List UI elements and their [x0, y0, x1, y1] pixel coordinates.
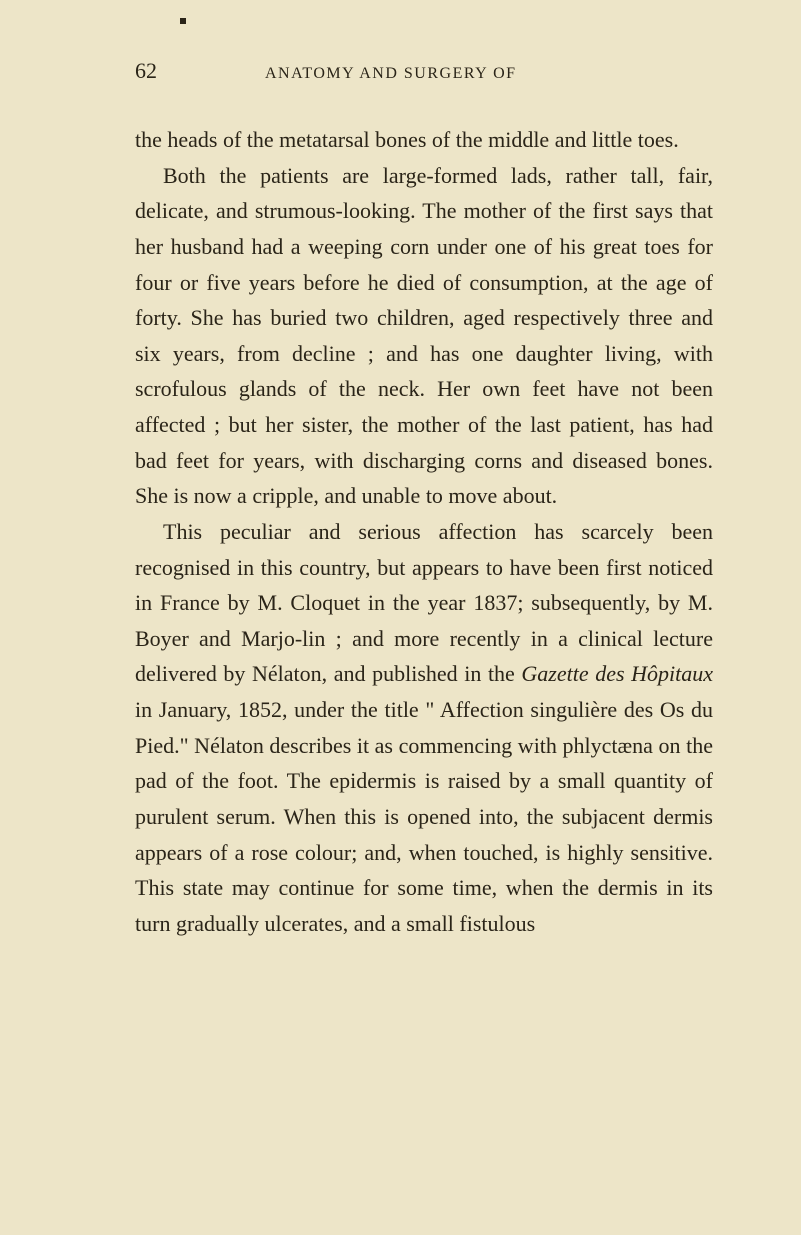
- body-text: the heads of the metatarsal bones of the…: [135, 122, 713, 941]
- running-title: ANATOMY AND SURGERY OF: [265, 65, 517, 83]
- paragraph-2: Both the patients are large-formed lads,…: [135, 158, 713, 514]
- p3-italic-1: Gazette des Hôpitaux: [521, 661, 713, 686]
- paragraph-1: the heads of the metatarsal bones of the…: [135, 122, 713, 158]
- paragraph-3: This peculiar and serious affection has …: [135, 514, 713, 942]
- page-mark: [180, 18, 186, 24]
- page-header: 62 ANATOMY AND SURGERY OF: [135, 58, 713, 84]
- page-number: 62: [135, 58, 157, 84]
- p3-text-2: in January, 1852, under the title " Affe…: [135, 697, 713, 936]
- book-page: 62 ANATOMY AND SURGERY OF the heads of t…: [0, 0, 801, 991]
